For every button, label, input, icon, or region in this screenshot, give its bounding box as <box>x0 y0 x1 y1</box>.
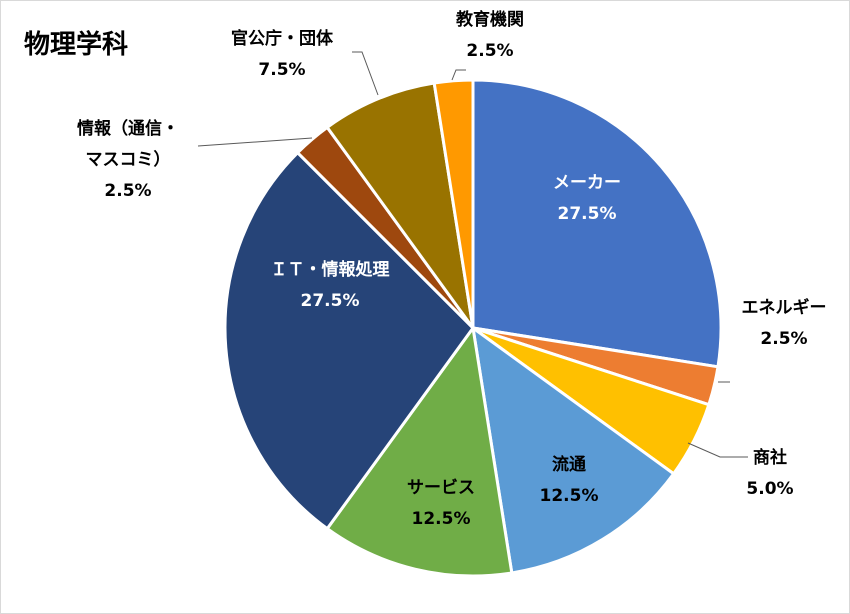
slice-name-label-1: メーカー <box>553 173 621 193</box>
slice-name-label-4: 流通 <box>552 454 586 475</box>
pie-slice-8 <box>325 81 475 330</box>
pie-slice-1 <box>471 78 723 369</box>
pie-slices <box>223 78 723 578</box>
pie-slice-9 <box>432 78 475 330</box>
chart-title: 物理学科 <box>24 30 129 60</box>
slice-value-label-7: 2.5% <box>104 181 151 201</box>
slice-value-label-2: 2.5% <box>760 329 807 349</box>
slice-value-label-9: 2.5% <box>466 41 513 61</box>
slice-name-label-7-2: マスコミ） <box>86 149 171 170</box>
slice-value-label-6: 27.5% <box>301 291 360 311</box>
leader-lines <box>197 51 748 458</box>
pie-slice-4 <box>471 326 676 575</box>
leader-line-9 <box>451 69 466 81</box>
slice-name-label-7-1: 情報（通信・ <box>77 118 179 139</box>
slice-value-label-1: 27.5% <box>558 204 617 224</box>
slice-value-label-4: 12.5% <box>540 486 599 506</box>
pie-slice-5 <box>325 326 514 578</box>
slice-value-label-5: 12.5% <box>412 509 471 529</box>
leader-line-7 <box>197 137 313 147</box>
slice-name-label-9: 教育機関 <box>455 9 524 30</box>
slice-name-label-6: ＩＴ・情報処理 <box>271 259 390 280</box>
pie-slice-6 <box>223 151 475 531</box>
slice-value-label-3: 5.0% <box>746 479 793 499</box>
data-labels: メーカー 27.5% エネルギー 2.5% 商社 5.0% 流通 12.5% サービス 12.5%… <box>77 9 827 529</box>
slice-name-label-3: 商社 <box>753 447 787 468</box>
leader-line-8 <box>352 51 379 96</box>
leader-line-3 <box>687 442 748 458</box>
slice-name-label-8: 官公庁・団体 <box>231 28 334 49</box>
slice-name-label-2: エネルギー <box>742 298 827 318</box>
slice-name-label-5: サービス <box>407 478 475 498</box>
slice-value-label-8: 7.5% <box>258 60 305 80</box>
